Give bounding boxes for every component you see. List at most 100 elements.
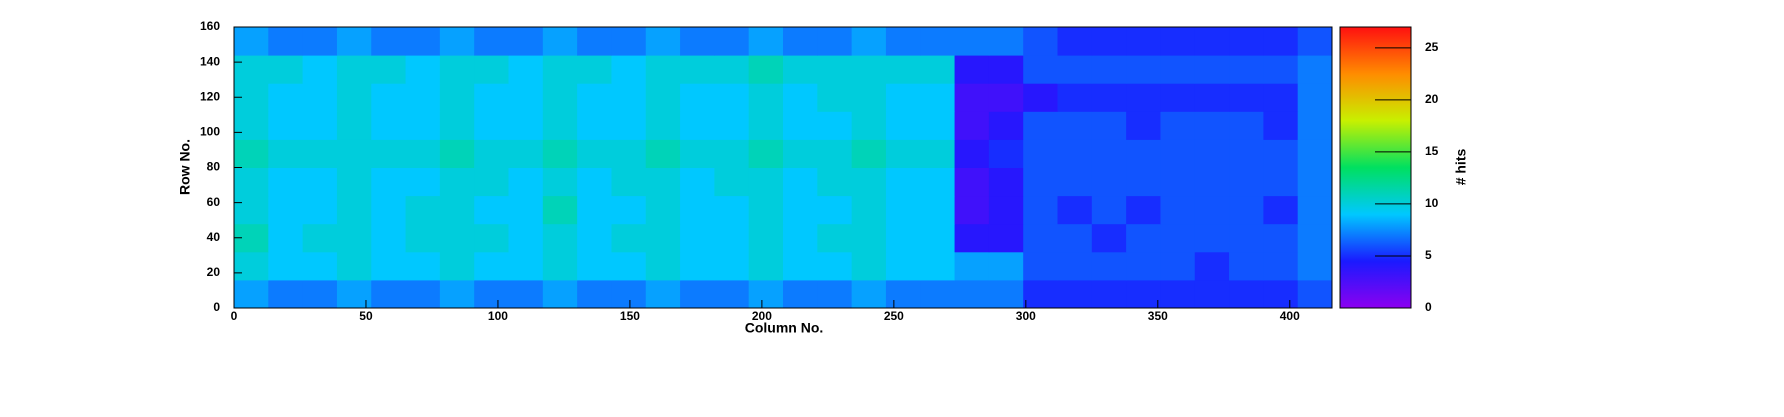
heatmap-cell [988, 251, 1024, 281]
x-axis-title: Column No. [745, 320, 824, 336]
heatmap-cell [1057, 195, 1093, 225]
heatmap-cells [234, 27, 1333, 309]
z-tick-label: 0 [1425, 300, 1432, 314]
heatmap-cell [439, 195, 475, 225]
heatmap-cell [302, 195, 338, 225]
x-tick-label: 350 [1148, 309, 1168, 323]
heatmap-cell [1091, 55, 1127, 84]
heatmap-cell [851, 27, 887, 56]
heatmap-cell [1297, 195, 1333, 225]
heatmap-cell [680, 223, 715, 253]
heatmap-cell [1160, 55, 1196, 84]
heatmap-cell [405, 55, 441, 84]
heatmap-cell [542, 251, 578, 281]
heatmap-cell [920, 55, 956, 84]
heatmap-cell [1126, 139, 1161, 168]
heatmap-cell [1229, 251, 1264, 281]
x-tick-label: 300 [1016, 309, 1036, 323]
heatmap-cell [508, 223, 544, 253]
heatmap-cell [645, 55, 681, 84]
heatmap-cell [783, 223, 818, 253]
heatmap-cell [954, 195, 990, 225]
heatmap-cell [234, 139, 269, 168]
heatmap-cell [817, 167, 853, 197]
heatmap-cell [336, 111, 372, 140]
heatmap-cell [611, 139, 647, 168]
heatmap-cell [542, 167, 578, 197]
heatmap-cell [851, 83, 887, 112]
heatmap-cell [748, 139, 784, 168]
heatmap-cell [268, 223, 304, 253]
heatmap-cell [302, 223, 338, 253]
heatmap-cell [611, 55, 647, 84]
heatmap-cell [783, 139, 818, 168]
heatmap-cell [1057, 167, 1093, 197]
heatmap-cell [234, 167, 269, 197]
heatmap-cell [714, 279, 750, 309]
heatmap-cell [268, 279, 304, 309]
y-tick-label: 100 [200, 125, 220, 139]
heatmap-cell [714, 83, 750, 112]
heatmap-cell [714, 223, 750, 253]
heatmap-cell [542, 27, 578, 56]
heatmap-cell [1160, 83, 1196, 112]
heatmap-cell [817, 279, 853, 309]
heatmap-cell [1057, 27, 1093, 56]
heatmap-cell [1091, 223, 1127, 253]
heatmap-cell [954, 111, 990, 140]
heatmap-cell [1194, 223, 1230, 253]
heatmap-cell [439, 111, 475, 140]
heatmap-cell [954, 223, 990, 253]
heatmap-cell [1126, 279, 1161, 309]
heatmap-cell [439, 167, 475, 197]
heatmap-cell [439, 27, 475, 56]
heatmap-cell [1297, 167, 1333, 197]
heatmap-cell [920, 111, 956, 140]
x-tick-label: 100 [488, 309, 508, 323]
heatmap-cell [611, 111, 647, 140]
heatmap-cell [783, 83, 818, 112]
y-tick-label: 80 [207, 160, 221, 174]
heatmap-cell [885, 251, 921, 281]
y-tick-label: 20 [207, 265, 221, 279]
heatmap-cell [371, 27, 407, 56]
heatmap-cell [1023, 251, 1058, 281]
heatmap-cell [1263, 167, 1299, 197]
heatmap-cell [714, 139, 750, 168]
heatmap-cell [1297, 55, 1333, 84]
heatmap-cell [920, 27, 956, 56]
heatmap-cell [1263, 279, 1299, 309]
heatmap-cell [1229, 27, 1264, 56]
heatmap-cell [405, 167, 441, 197]
heatmap-cell [439, 223, 475, 253]
heatmap-cell [988, 167, 1024, 197]
heatmap-cell [1023, 167, 1058, 197]
heatmap-cell [405, 251, 441, 281]
heatmap-cell [1160, 167, 1196, 197]
heatmap-cell [1160, 279, 1196, 309]
heatmap-cell [371, 111, 407, 140]
heatmap-cell [885, 55, 921, 84]
heatmap-cell [1160, 139, 1196, 168]
heatmap-cell [1160, 195, 1196, 225]
heatmap-cell [988, 83, 1024, 112]
heatmap-cell [748, 195, 784, 225]
heatmap-cell [1263, 111, 1299, 140]
heatmap-cell [1229, 195, 1264, 225]
heatmap-cell [645, 167, 681, 197]
heatmap-cell [268, 111, 304, 140]
heatmap-cell [783, 27, 818, 56]
heatmap-cell [988, 55, 1024, 84]
heatmap-cell [1194, 83, 1230, 112]
heatmap-cell [405, 223, 441, 253]
heatmap-cell [1126, 167, 1161, 197]
y-tick-label: 140 [200, 54, 220, 68]
heatmap-cell [302, 167, 338, 197]
heatmap-cell [336, 167, 372, 197]
heatmap-cell [474, 55, 509, 84]
heatmap-cell [1023, 27, 1058, 56]
heatmap-cell [851, 279, 887, 309]
heatmap-cell [988, 279, 1024, 309]
heatmap-cell [1229, 83, 1264, 112]
heatmap-cell [748, 55, 784, 84]
